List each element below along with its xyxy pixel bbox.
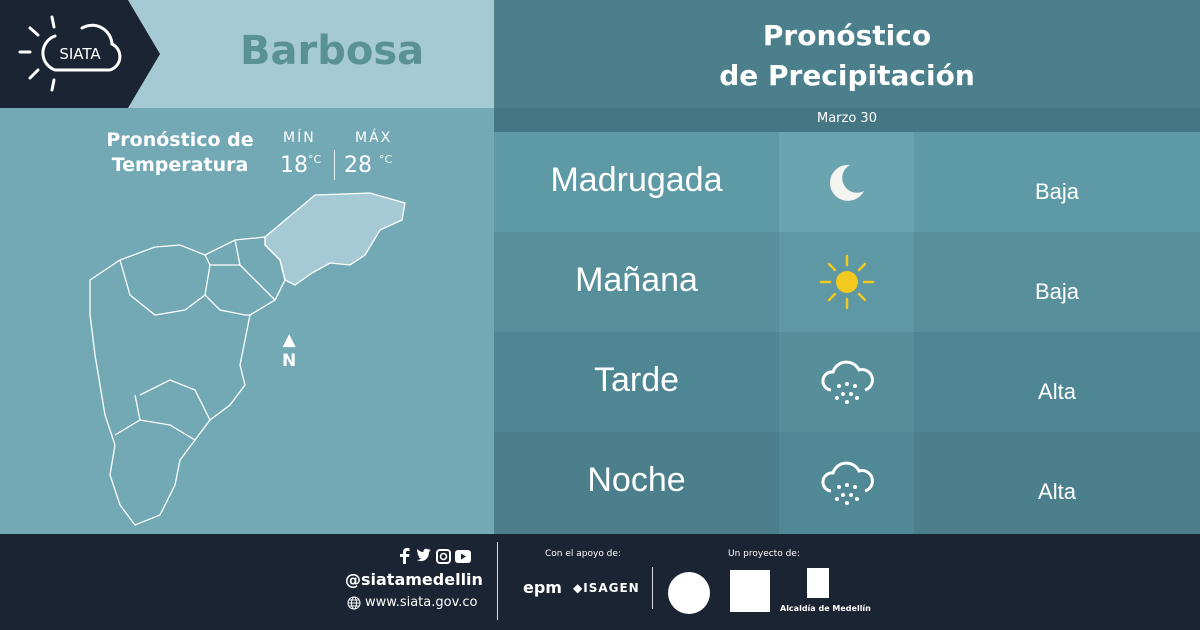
north-arrow-icon: ▲ [282, 330, 296, 350]
max-unit: °C [379, 153, 393, 166]
siata-logo: SIATA [0, 0, 160, 108]
youtube-icon[interactable] [455, 549, 471, 563]
isagen-text: ISAGEN [583, 581, 640, 595]
min-unit: °C [308, 153, 322, 166]
footer-divider [497, 542, 498, 620]
weather-icon-cell [779, 432, 914, 534]
isagen-logo: ◆ISAGEN [573, 581, 640, 596]
precipitation-level: Baja [1034, 279, 1080, 304]
period-label: Madrugada [550, 161, 723, 199]
sun-icon [819, 254, 874, 310]
forecast-row: Mañana Baja [494, 232, 1200, 332]
weather-icon-cell [779, 132, 914, 232]
min-label: MÍN [283, 130, 316, 146]
university-seal-logo [668, 572, 710, 614]
precipitation-title: Pronóstico de Precipitación [494, 16, 1200, 96]
social-handle[interactable]: @siatamedellin [345, 570, 483, 589]
forecast-row: Madrugada Baja [494, 132, 1200, 232]
alcaldia-shield-logo [807, 568, 829, 598]
support-label: Con el apoyo de: [545, 549, 621, 559]
precipitation-level: Alta [1038, 479, 1076, 504]
website[interactable]: www.siata.gov.co [347, 594, 478, 611]
max-value: 28 [344, 153, 372, 178]
north-indicator: ▲ N [282, 330, 296, 372]
rain-cloud-icon [821, 360, 874, 404]
max-label: MÁX [355, 130, 393, 146]
epm-logo: epm [523, 578, 562, 597]
municipality-map [89, 192, 406, 526]
weather-icon-cell [779, 332, 914, 432]
weather-icon-cell [779, 232, 914, 332]
alcaldia-label: Alcaldía de Medellín [780, 604, 871, 613]
city-name: Barbosa [240, 28, 425, 74]
period-label: Mañana [575, 261, 698, 299]
period-label: Tarde [593, 361, 680, 399]
instagram-icon[interactable] [436, 548, 451, 564]
forecast-row: Tarde Alta [494, 332, 1200, 432]
moon-icon [829, 164, 864, 201]
facebook-icon[interactable] [398, 548, 412, 564]
north-label: N [282, 351, 297, 371]
temperature-title-line1: Pronóstico de [106, 129, 254, 151]
temperature-map-panel [0, 108, 494, 534]
precipitation-title-line1: Pronóstico [762, 19, 932, 52]
social-icons [398, 546, 471, 566]
map-highlight-barbosa [264, 192, 406, 286]
temperature-divider [334, 150, 335, 180]
forecast-date: Marzo 30 [494, 108, 1200, 132]
footer-divider [652, 567, 653, 609]
website-link[interactable]: www.siata.gov.co [365, 595, 478, 610]
period-label: Noche [587, 461, 686, 499]
globe-icon [347, 596, 361, 609]
isagen-mark-icon: ◆ [573, 581, 584, 595]
min-temperature: 18°C [280, 153, 321, 179]
logo-text: SIATA [59, 45, 101, 63]
precipitation-level: Baja [1034, 179, 1080, 204]
project-label: Un proyecto de: [728, 549, 800, 559]
min-value: 18 [280, 153, 308, 178]
precipitation-title-line2: de Precipitación [719, 59, 975, 92]
footer: @siatamedellin www.siata.gov.co Con el a… [0, 534, 1200, 630]
temperature-title-line2: Temperatura [111, 154, 249, 176]
rain-cloud-icon [821, 461, 874, 505]
area-metropolitana-logo [730, 570, 770, 612]
temperature-title: Pronóstico de Temperatura [92, 128, 268, 178]
forecast-row: Noche Alta [494, 432, 1200, 534]
max-temperature: 28 °C [344, 153, 392, 179]
twitter-icon[interactable] [416, 548, 432, 564]
precipitation-level: Alta [1038, 379, 1076, 404]
